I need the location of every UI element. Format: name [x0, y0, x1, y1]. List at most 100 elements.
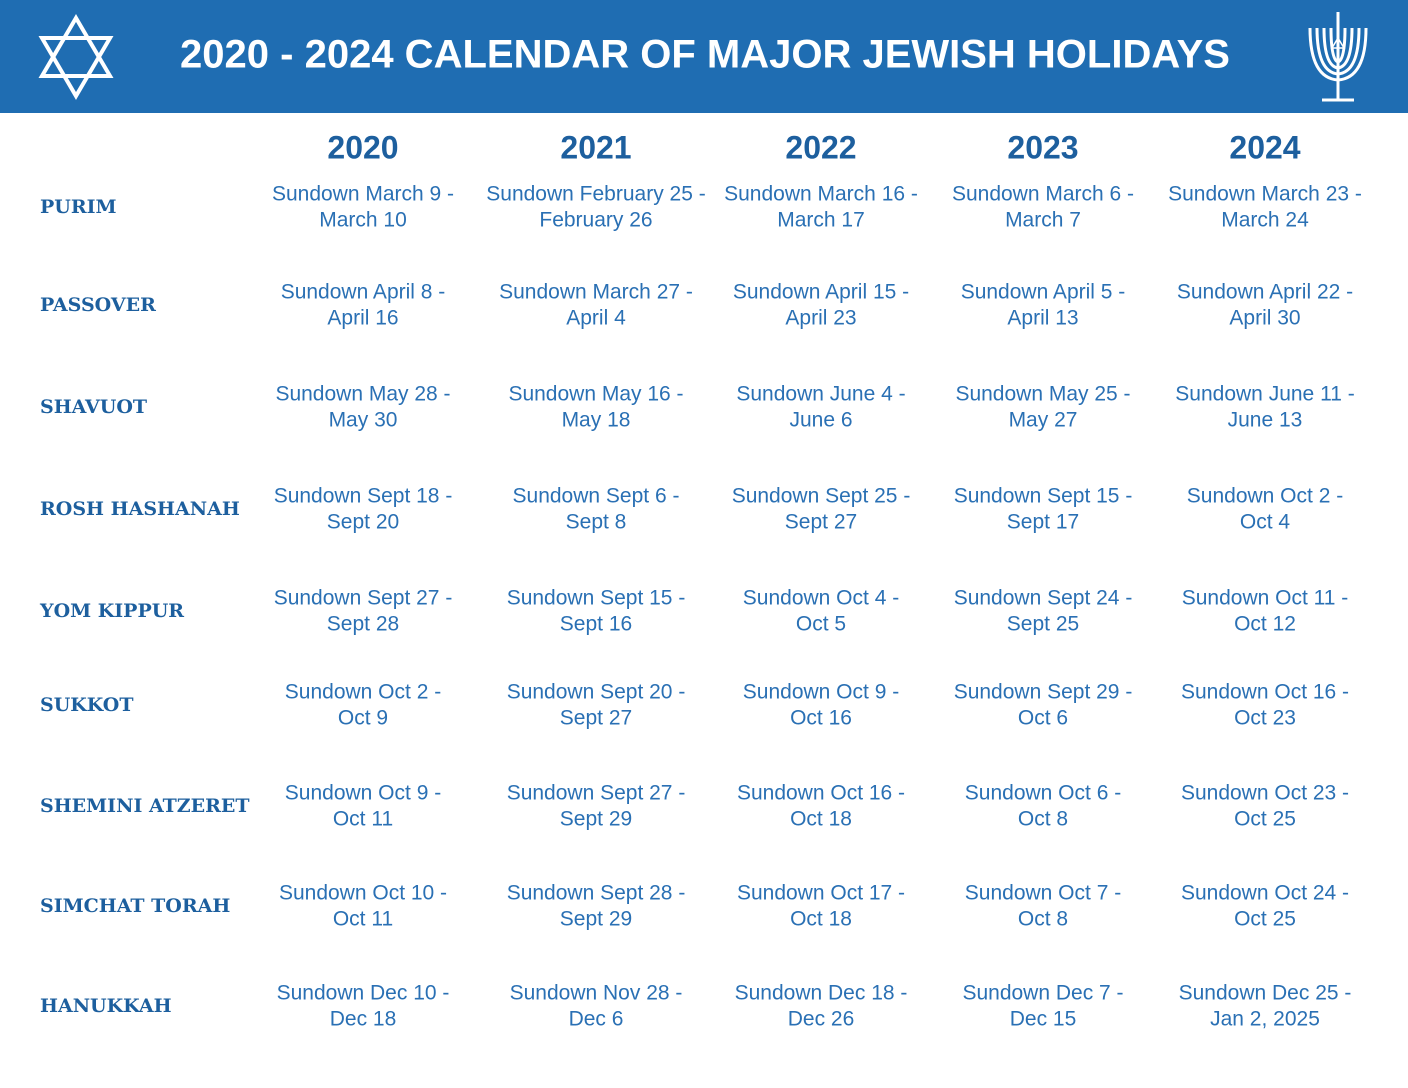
- date-range: Sundown May 28 -: [275, 383, 450, 406]
- date-range: Sundown Dec 18 -: [735, 982, 908, 1005]
- date-range: Sundown March 9 -: [272, 183, 454, 206]
- date-range: Sept 17: [1007, 511, 1079, 534]
- year-header: 2022: [785, 129, 856, 165]
- date-range: Oct 25: [1234, 908, 1296, 931]
- date-range: Sundown Dec 7 -: [962, 982, 1123, 1005]
- date-range: Sundown Sept 27 -: [507, 782, 686, 805]
- date-range: Sundown Oct 9 -: [285, 782, 441, 805]
- header-band: [0, 0, 1408, 113]
- date-range: Sundown February 25 -: [486, 183, 705, 206]
- date-range: Oct 25: [1234, 808, 1296, 831]
- date-range: Sundown Oct 24 -: [1181, 882, 1349, 905]
- date-range: Oct 16: [790, 707, 852, 730]
- year-header: 2021: [560, 129, 631, 165]
- date-range: Sundown Sept 20 -: [507, 681, 686, 704]
- year-header: 2024: [1229, 129, 1300, 165]
- date-range: April 30: [1229, 307, 1300, 330]
- date-range: Sundown Oct 17 -: [737, 882, 905, 905]
- date-range: Sundown Sept 27 -: [274, 587, 453, 610]
- year-header: 2023: [1007, 129, 1078, 165]
- holiday-name: PASSOVER: [40, 294, 156, 316]
- date-range: Sundown Oct 2 -: [285, 681, 441, 704]
- date-range: May 27: [1009, 409, 1078, 432]
- date-range: Sundown Oct 10 -: [279, 882, 447, 905]
- date-range: Sundown Oct 11 -: [1182, 587, 1349, 610]
- date-range: Oct 8: [1018, 808, 1068, 831]
- date-range: Oct 4: [1240, 511, 1291, 534]
- date-range: Sundown April 5 -: [961, 281, 1126, 304]
- holiday-name: SUKKOT: [40, 694, 134, 716]
- date-range: Sundown June 4 -: [736, 383, 905, 406]
- date-range: Sept 8: [566, 511, 627, 534]
- date-range: March 17: [777, 209, 865, 232]
- date-range: Sundown Oct 2 -: [1187, 485, 1343, 508]
- date-range: Sundown Sept 28 -: [507, 882, 686, 905]
- date-range: Oct 5: [796, 613, 846, 636]
- date-range: Sundown Sept 24 -: [954, 587, 1133, 610]
- date-range: Dec 6: [569, 1008, 624, 1031]
- date-range: April 23: [785, 307, 856, 330]
- date-range: April 16: [327, 307, 398, 330]
- date-range: Sundown April 8 -: [281, 281, 446, 304]
- date-range: Sundown Dec 25 -: [1179, 982, 1352, 1005]
- date-range: Oct 18: [790, 808, 852, 831]
- date-range: Oct 18: [790, 908, 852, 931]
- date-range: Sept 29: [560, 908, 632, 931]
- date-range: Oct 8: [1018, 908, 1068, 931]
- date-range: Sept 16: [560, 613, 632, 636]
- date-range: Sundown Sept 15 -: [507, 587, 686, 610]
- holiday-name: YOM KIPPUR: [39, 600, 184, 622]
- date-range: Sundown March 6 -: [952, 183, 1134, 206]
- date-range: Oct 12: [1234, 613, 1296, 636]
- date-range: Jan 2, 2025: [1210, 1008, 1320, 1031]
- date-range: Sept 27: [560, 707, 632, 730]
- date-range: Sundown April 15 -: [733, 281, 909, 304]
- date-range: June 13: [1228, 409, 1303, 432]
- date-range: February 26: [539, 209, 652, 232]
- holiday-name: SHEMINI ATZERET: [40, 795, 250, 817]
- date-range: June 6: [789, 409, 852, 432]
- holiday-name: SIMCHAT TORAH: [40, 895, 230, 917]
- date-range: April 13: [1007, 307, 1078, 330]
- date-range: March 24: [1221, 209, 1309, 232]
- date-range: April 4: [566, 307, 626, 330]
- date-range: Sundown Sept 18 -: [274, 485, 453, 508]
- date-range: Sept 25: [1007, 613, 1079, 636]
- year-header: 2020: [327, 129, 398, 165]
- date-range: Oct 6: [1018, 707, 1068, 730]
- date-range: Sept 20: [327, 511, 399, 534]
- date-range: Sept 29: [560, 808, 632, 831]
- date-range: May 18: [562, 409, 631, 432]
- holiday-name: SHAVUOT: [40, 396, 147, 418]
- holiday-name: ROSH HASHANAH: [40, 498, 240, 520]
- date-range: Sundown May 16 -: [508, 383, 683, 406]
- date-range: Dec 18: [330, 1008, 397, 1031]
- date-range: Sundown April 22 -: [1177, 281, 1353, 304]
- date-range: Sundown Sept 25 -: [732, 485, 911, 508]
- date-range: Sundown Sept 29 -: [954, 681, 1133, 704]
- date-range: Sundown Oct 7 -: [965, 882, 1121, 905]
- date-range: Sundown Sept 15 -: [954, 485, 1133, 508]
- date-range: Sundown Nov 28 -: [510, 982, 683, 1005]
- date-range: Sundown March 27 -: [499, 281, 693, 304]
- date-range: Oct 23: [1234, 707, 1296, 730]
- holiday-name: HANUKKAH: [40, 995, 172, 1017]
- date-range: Oct 11: [333, 908, 393, 931]
- date-range: Sundown March 16 -: [724, 183, 918, 206]
- date-range: Oct 9: [338, 707, 388, 730]
- date-range: Sundown Oct 16 -: [1181, 681, 1349, 704]
- holiday-name: PURIM: [40, 196, 117, 218]
- date-range: Sundown Oct 9 -: [743, 681, 899, 704]
- date-range: March 10: [319, 209, 407, 232]
- date-range: Sept 27: [785, 511, 857, 534]
- date-range: Sundown May 25 -: [955, 383, 1130, 406]
- date-range: Sept 28: [327, 613, 399, 636]
- star-of-david: [38, 14, 114, 100]
- date-range: Sundown June 11 -: [1175, 383, 1354, 406]
- date-range: Sundown Oct 4 -: [743, 587, 899, 610]
- date-range: Sundown Oct 16 -: [737, 782, 905, 805]
- menorah-icon: [1308, 12, 1368, 102]
- date-range: Oct 11: [333, 808, 393, 831]
- date-range: March 7: [1005, 209, 1081, 232]
